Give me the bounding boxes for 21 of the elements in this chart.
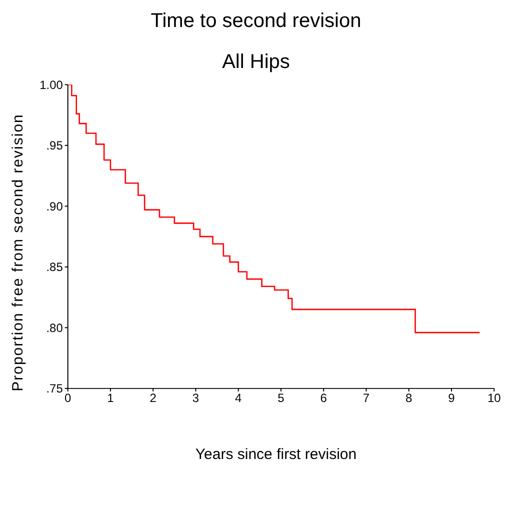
chart-title: Time to second revision (150, 10, 362, 33)
y-tick-label: .95 (46, 138, 64, 153)
x-axis-title: Years since first revision (194, 446, 358, 463)
y-tick-label: .85 (46, 260, 64, 274)
x-tick-label: 4 (234, 390, 242, 405)
x-tick-label: 3 (192, 390, 200, 405)
chart-subtitle: All Hips (221, 51, 291, 74)
y-tick-label: .90 (46, 199, 64, 214)
x-tick-label: 1 (107, 390, 114, 405)
y-tick-label: 1.00 (40, 78, 64, 92)
x-tick-label: 2 (150, 390, 157, 405)
y-tick-label: .80 (46, 320, 64, 335)
y-axis-title: Proportion free from second revision (10, 112, 26, 394)
y-tick-label: .75 (46, 382, 64, 396)
x-tick-label: 7 (362, 390, 370, 405)
x-tick-label: 6 (320, 390, 328, 405)
x-tick-label: 10 (487, 390, 502, 405)
x-tick-label: 0 (64, 390, 72, 405)
x-tick-label: 5 (278, 390, 285, 405)
x-tick-label: 9 (448, 390, 456, 405)
x-tick-label: 8 (405, 390, 412, 405)
